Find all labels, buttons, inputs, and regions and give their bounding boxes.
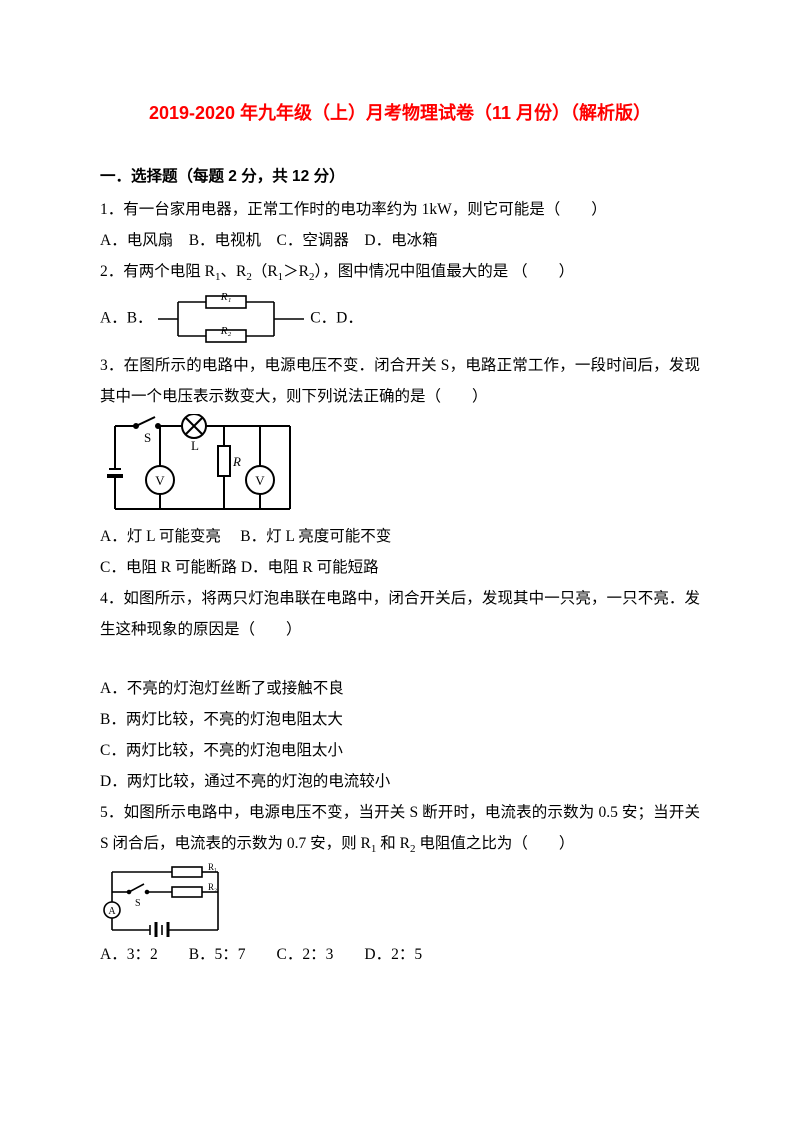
q4-diagram-placeholder (100, 645, 700, 673)
q5-a-label: A (108, 906, 116, 917)
q3-optC: C．电阻 R 可能断路 (100, 559, 237, 576)
q4-optD: D．两灯比较，通过不亮的灯泡的电流较小 (100, 766, 700, 797)
q3-optB: B．灯 L 亮度可能不变 (240, 528, 391, 545)
q2-stem: 2．有两个电阻 R1、R2（R1＞R2），图中情况中阻值最大的是 （ ） (100, 256, 700, 288)
q3-v2-label: V (255, 473, 265, 488)
q5-stem: 5．如图所示电路中，电源电压不变，当开关 S 断开时，电流表的示数为 0.5 安… (100, 797, 700, 860)
q4-optC: C．两灯比较，不亮的灯泡电阻太小 (100, 735, 700, 766)
q3-circuit-diagram: S L R V V (100, 414, 300, 519)
q1-options: A．电风扇 B．电视机 C．空调器 D．电冰箱 (100, 225, 700, 256)
q2-opt-cd: C．D． (310, 310, 363, 327)
q4-optB: B．两灯比较，不亮的灯泡电阻太大 (100, 704, 700, 735)
q1-stem: 1．有一台家用电器，正常工作时的电功率约为 1kW，则它可能是（ ） (100, 194, 700, 225)
q5-t2: 和 R (376, 835, 410, 852)
q3-v1-label: V (155, 473, 165, 488)
q2-circuit-diagram: R₁ R₂ (156, 290, 306, 348)
q2-t4: ＞R (283, 263, 309, 280)
q3-opts-cd: C．电阻 R 可能断路 D．电阻 R 可能短路 (100, 552, 700, 583)
exam-title: 2019-2020 年九年级（上）月考物理试卷（11 月份）（解析版） (100, 95, 700, 131)
page: 2019-2020 年九年级（上）月考物理试卷（11 月份）（解析版） 一．选择… (0, 0, 800, 1132)
q4-optA: A．不亮的灯泡灯丝断了或接触不良 (100, 673, 700, 704)
q4-stem: 4．如图所示，将两只灯泡串联在电路中，闭合开关后，发现其中一只亮，一只不亮．发生… (100, 583, 700, 645)
q2-r2-label: R₂ (220, 325, 232, 337)
q2-t1: 2．有两个电阻 R (100, 263, 215, 280)
q2-t2: 、R (220, 263, 246, 280)
q3-r-label: R (232, 454, 241, 469)
q3-optD: D．电阻 R 可能短路 (241, 559, 379, 576)
q5-options: A．3：2 B．5：7 C．2：3 D．2：5 (100, 939, 700, 970)
section-heading: 一．选择题（每题 2 分，共 12 分） (100, 161, 700, 192)
q5-t3: 电阻值之比为（ ） (415, 835, 574, 852)
q2-opt-ab: A．B． (100, 310, 153, 327)
q3-opts-ab: A．灯 L 可能变亮 B．灯 L 亮度可能不变 (100, 521, 700, 552)
q2-t3: （R (252, 263, 278, 280)
q3-optA: A．灯 L 可能变亮 (100, 528, 221, 545)
q5-r2-label: R₂ (208, 882, 217, 892)
q2-t5: ），图中情况中阻值最大的是 （ ） (315, 263, 575, 280)
q2-options-row: A．B． R₁ R₂ C．D． (100, 288, 700, 350)
q5-circuit-diagram: A S R₁ R₂ (100, 862, 230, 937)
q2-r1-label: R₁ (220, 291, 232, 303)
q3-stem: 3．在图所示的电路中，电源电压不变．闭合开关 S，电路正常工作，一段时间后，发现… (100, 350, 700, 412)
q3-s-label: S (144, 430, 151, 445)
q5-s-label: S (135, 898, 141, 909)
q3-l-label: L (191, 438, 199, 453)
q5-r1-label: R₁ (208, 862, 217, 872)
